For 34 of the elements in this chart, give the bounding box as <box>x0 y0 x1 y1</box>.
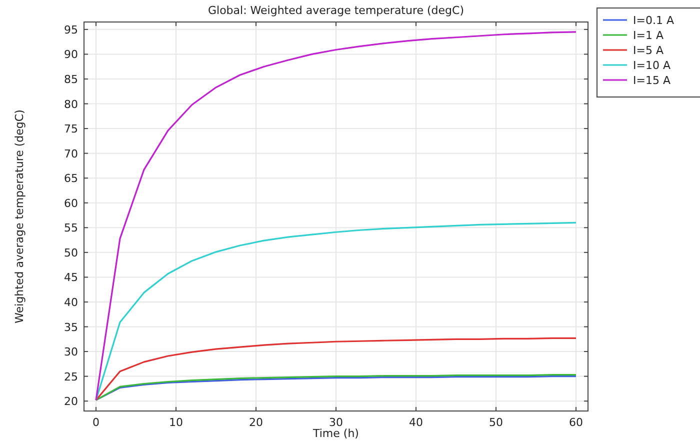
x-tick-label: 20 <box>249 416 263 429</box>
x-axis-title: Time (h) <box>312 427 359 440</box>
y-tick-label: 45 <box>64 271 78 284</box>
y-tick-label: 80 <box>64 98 78 111</box>
y-tick-label: 55 <box>64 222 78 235</box>
y-tick-label: 75 <box>64 122 78 136</box>
x-tick-label: 40 <box>409 416 423 429</box>
legend-label: I=1 A <box>633 29 664 42</box>
line-series <box>95 222 577 401</box>
x-tick-label: 50 <box>489 416 503 429</box>
line-series <box>95 337 577 401</box>
y-tick-label: 70 <box>64 147 78 160</box>
legend-label: I=0.1 A <box>633 14 674 27</box>
y-tick-label: 95 <box>64 23 78 36</box>
x-tick-label: 10 <box>169 416 183 429</box>
legend-label: I=10 A <box>633 59 671 72</box>
x-tick-label: 30 <box>329 416 343 429</box>
y-tick-label: 30 <box>64 346 78 359</box>
y-tick-label: 25 <box>64 370 78 384</box>
legend-label: I=15 A <box>633 74 671 87</box>
y-tick-label: 65 <box>64 172 78 186</box>
x-tick-label: 60 <box>569 416 583 429</box>
y-tick-label: 40 <box>64 296 78 309</box>
x-tick-label: 0 <box>92 416 100 429</box>
y-tick-label: 20 <box>64 395 78 408</box>
y-tick-label: 60 <box>64 196 78 210</box>
y-tick-label: 35 <box>64 320 78 334</box>
y-tick-label: 50 <box>64 246 78 260</box>
line-series <box>95 31 577 401</box>
y-tick-label: 90 <box>64 48 78 62</box>
y-tick-label: 85 <box>64 72 78 86</box>
chart-title: Global: Weighted average temperature (degC) <box>208 4 464 17</box>
y-axis-title: Weighted average temperature (degC) <box>13 110 26 324</box>
legend-label: I=5 A <box>633 44 664 57</box>
